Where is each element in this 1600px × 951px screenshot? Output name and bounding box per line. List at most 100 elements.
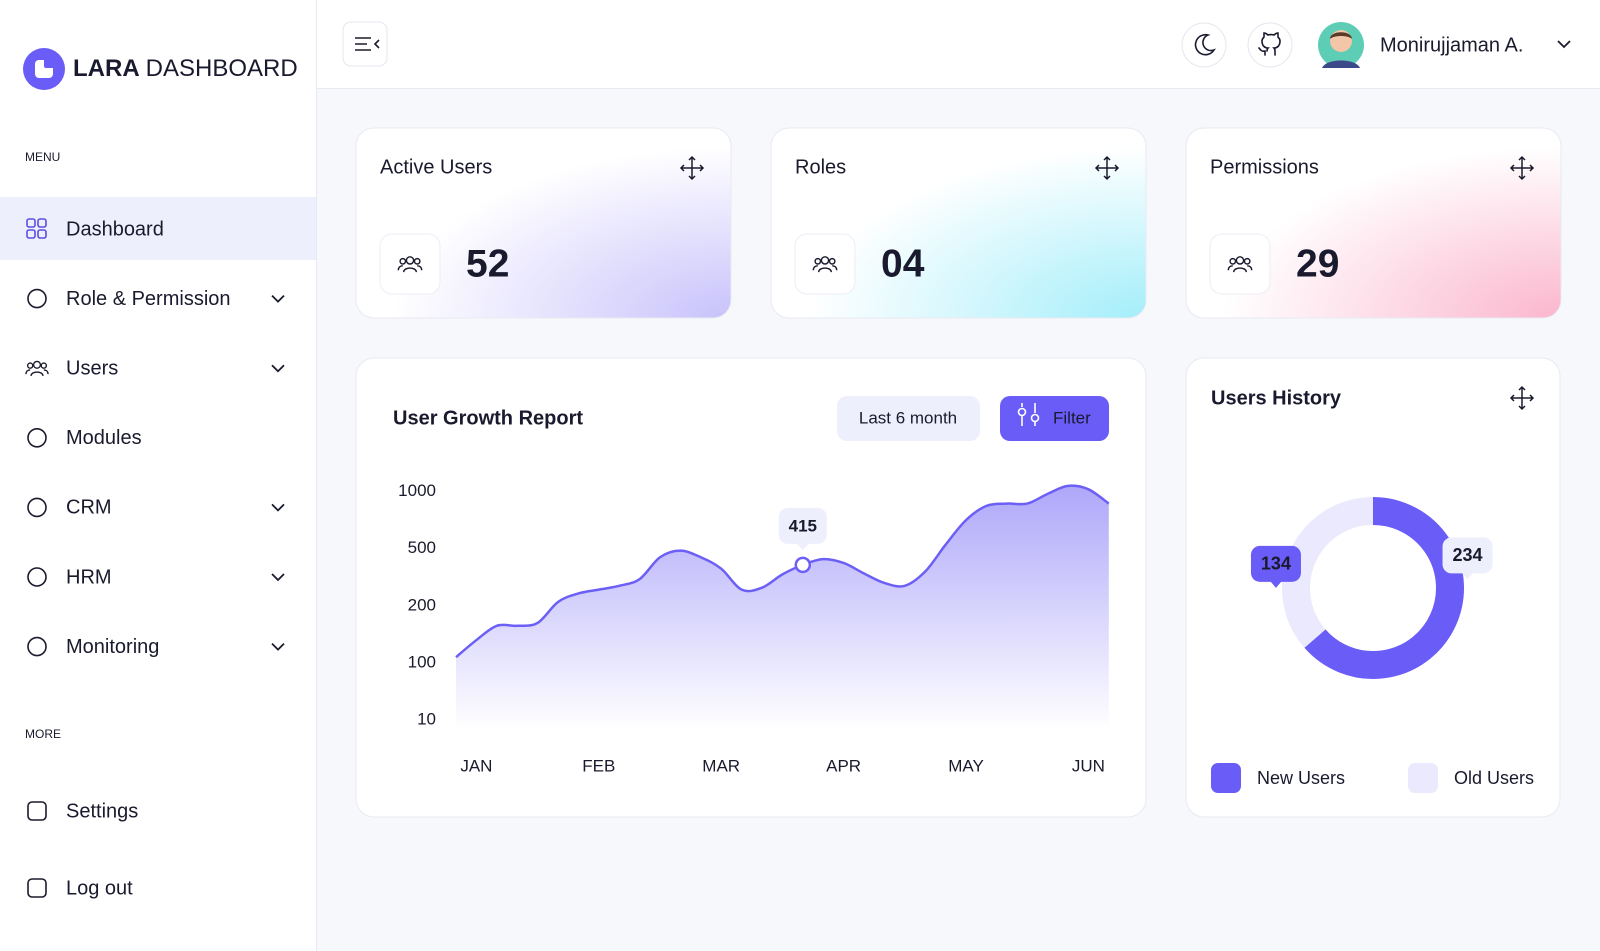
filter-icon: [1017, 407, 1027, 417]
icon-part: [812, 265, 838, 271]
icon-part: [397, 265, 423, 271]
stat-value: 52: [466, 242, 509, 285]
menu-item[interactable]: Users: [66, 357, 118, 379]
icon-part: [30, 371, 44, 377]
menu-icon: [27, 636, 47, 657]
menu-item[interactable]: Role & Permission: [66, 288, 231, 310]
menu-chevron[interactable]: [271, 642, 285, 651]
line: [455, 484, 1110, 659]
icon-part: [814, 257, 822, 265]
chart-title: User Growth Report: [393, 407, 583, 429]
donut-segment[interactable]: [1304, 497, 1464, 679]
icon-part: [40, 362, 48, 369]
github-button[interactable]: [1247, 22, 1293, 68]
y-tick-label: 1000: [398, 481, 436, 500]
x-tick-label: FEB: [582, 756, 615, 775]
more-heading: MORE: [25, 727, 61, 741]
icon-part: [817, 267, 833, 273]
x-tick-label: APR: [826, 756, 861, 775]
x-tick-label: JUN: [1072, 756, 1105, 775]
donut-label-bg: [1442, 537, 1493, 574]
value-label-bg: [778, 507, 827, 544]
filter-icon: [1030, 413, 1040, 423]
filter-label[interactable]: Filter: [1053, 408, 1091, 427]
expand-icon[interactable]: [1094, 155, 1120, 181]
header: [317, 0, 1600, 89]
value-label-pointer: [796, 543, 809, 550]
stat-title: Roles: [795, 156, 846, 178]
more-icon: [27, 801, 47, 821]
menu-icon: [27, 497, 47, 518]
menu-item[interactable]: Modules: [66, 427, 142, 449]
icon-part: [1232, 267, 1248, 273]
menu-chevron[interactable]: [271, 294, 285, 303]
menu-chevron[interactable]: [271, 573, 285, 582]
dashboard-icon: [26, 218, 36, 228]
logo-inner: [44, 58, 54, 68]
github-icon: [1258, 32, 1281, 56]
moon-icon: [1194, 33, 1216, 56]
menu-icon: [27, 288, 47, 309]
users-icon: [25, 360, 49, 377]
icon-part: [1229, 257, 1237, 265]
icon-part: [26, 362, 34, 369]
menu-item[interactable]: Settings: [66, 800, 138, 822]
y-tick-label: 100: [408, 652, 436, 671]
menu-chevron[interactable]: [271, 364, 285, 373]
dashboard-icon: [37, 218, 47, 228]
users-icon: [397, 256, 423, 273]
legend-swatch: [1211, 763, 1241, 793]
brand-bold: LARA: [73, 55, 140, 82]
menu-heading: MENU: [25, 150, 60, 164]
icon-part: [25, 369, 49, 375]
period-button[interactable]: [837, 396, 980, 441]
user-name[interactable]: Monirujjaman A.: [1380, 34, 1523, 56]
icon-part: [820, 256, 830, 265]
menu-item[interactable]: HRM: [66, 566, 112, 588]
stat-card: [355, 127, 732, 319]
y-tick-label: 10: [417, 709, 436, 728]
more-icon: [27, 878, 47, 898]
menu-item[interactable]: Log out: [66, 877, 133, 899]
x-tick-label: MAR: [702, 756, 740, 775]
menu-icon: [27, 427, 47, 448]
expand-icon[interactable]: [1509, 385, 1535, 411]
legend-swatch: [1408, 763, 1438, 793]
icon-part: [1243, 257, 1251, 265]
menu-item[interactable]: Dashboard: [66, 218, 164, 240]
highlight-point[interactable]: [794, 556, 812, 574]
y-tick-label: 500: [408, 538, 436, 557]
period-label[interactable]: Last 6 month: [859, 408, 957, 427]
dashboard-icon: [37, 229, 47, 239]
legend-label: Old Users: [1454, 768, 1534, 788]
icon-part: [413, 257, 421, 265]
brand: LARA DASHBOARD: [73, 55, 298, 82]
icon-part: [1227, 265, 1253, 271]
menu-chevron[interactable]: [271, 503, 285, 512]
active-item-bg: [0, 197, 316, 260]
icon-part: [399, 257, 407, 265]
filter-button[interactable]: [1000, 396, 1109, 441]
chart-card: [1185, 357, 1561, 818]
stat-card: [770, 127, 1147, 319]
sidebar: [0, 0, 316, 951]
menu-item[interactable]: CRM: [66, 497, 112, 519]
donut-label-bg: [1250, 545, 1301, 582]
donut-label: 234: [1453, 545, 1483, 565]
user-menu-chevron[interactable]: [1557, 40, 1571, 49]
x-tick-label: MAY: [948, 756, 984, 775]
area: [456, 485, 1109, 730]
menu-item[interactable]: Monitoring: [66, 636, 159, 658]
expand-icon[interactable]: [1509, 155, 1535, 181]
dashboard-icon: [26, 229, 36, 239]
donut-label-pointer: [1269, 580, 1282, 588]
stat-title: Permissions: [1210, 156, 1319, 178]
icon-part: [828, 257, 836, 265]
legend-label: New Users: [1257, 768, 1345, 788]
stat-card: [1185, 127, 1562, 319]
donut-segment[interactable]: [1282, 497, 1374, 648]
expand-icon[interactable]: [679, 155, 705, 181]
chart-title: Users History: [1211, 387, 1342, 409]
menu-icon: [27, 567, 47, 587]
